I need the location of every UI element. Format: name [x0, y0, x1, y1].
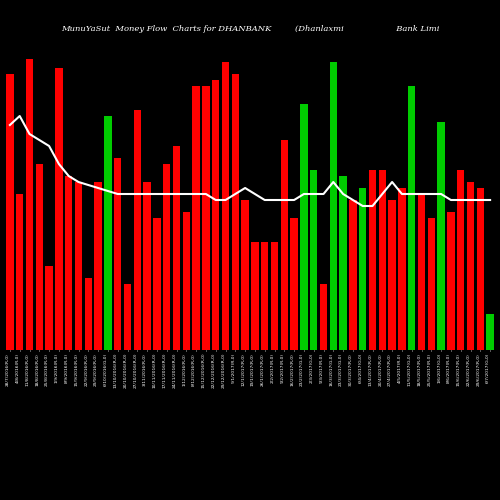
Bar	[418, 194, 425, 350]
Bar	[428, 218, 435, 350]
Bar	[300, 104, 308, 350]
Bar	[457, 170, 464, 350]
Bar	[388, 200, 396, 350]
Bar	[378, 170, 386, 350]
Bar	[359, 188, 366, 350]
Bar	[173, 146, 180, 350]
Bar	[163, 164, 170, 350]
Bar	[271, 242, 278, 350]
Bar	[280, 140, 288, 350]
Bar	[261, 242, 268, 350]
Bar	[340, 176, 347, 350]
Bar	[144, 182, 151, 350]
Bar	[310, 170, 318, 350]
Bar	[242, 200, 249, 350]
Bar	[65, 176, 72, 350]
Bar	[6, 74, 14, 350]
Bar	[486, 314, 494, 350]
Bar	[467, 182, 474, 350]
Bar	[124, 284, 131, 350]
Bar	[349, 200, 356, 350]
Bar	[36, 164, 43, 350]
Bar	[202, 86, 209, 350]
Bar	[104, 116, 112, 350]
Bar	[94, 182, 102, 350]
Bar	[447, 212, 454, 350]
Bar	[182, 212, 190, 350]
Bar	[408, 86, 416, 350]
Bar	[114, 158, 122, 350]
Bar	[134, 110, 141, 350]
Bar	[75, 182, 82, 350]
Bar	[290, 218, 298, 350]
Bar	[320, 284, 327, 350]
Bar	[26, 59, 33, 350]
Bar	[55, 68, 62, 350]
Bar	[192, 86, 200, 350]
Bar	[330, 62, 337, 350]
Bar	[251, 242, 258, 350]
Bar	[438, 122, 445, 350]
Bar	[398, 188, 406, 350]
Bar	[84, 278, 92, 350]
Bar	[222, 62, 229, 350]
Bar	[46, 266, 53, 350]
Bar	[369, 170, 376, 350]
Bar	[232, 74, 239, 350]
Bar	[153, 218, 160, 350]
Title: MunuYaSut  Money Flow  Charts for DHANBANK         (Dhanlaxmi                   : MunuYaSut Money Flow Charts for DHANBANK…	[61, 25, 439, 33]
Bar	[476, 188, 484, 350]
Bar	[212, 80, 220, 350]
Bar	[16, 194, 24, 350]
